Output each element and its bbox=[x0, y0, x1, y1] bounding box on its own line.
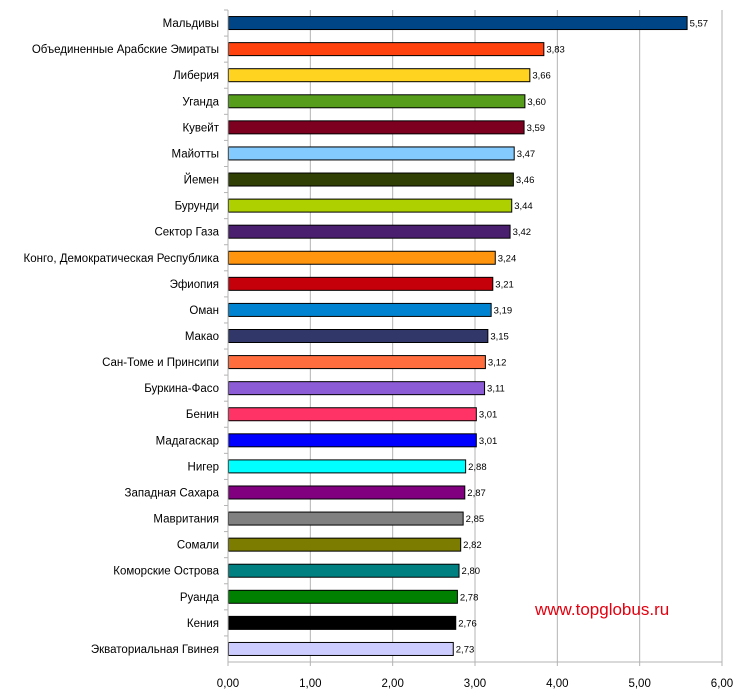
bar bbox=[228, 433, 477, 448]
bar bbox=[228, 563, 460, 578]
category-label: Бурунди bbox=[175, 201, 219, 213]
x-tick-label: 3,00 bbox=[464, 678, 486, 690]
bar bbox=[228, 224, 511, 239]
category-label: Объединенные Арабские Эмираты bbox=[32, 44, 219, 56]
x-tick-label: 5,00 bbox=[628, 678, 650, 690]
bar bbox=[228, 16, 688, 31]
bar bbox=[228, 459, 467, 474]
value-label: 3,01 bbox=[479, 436, 498, 447]
category-label: Буркина-Фасо bbox=[144, 383, 219, 395]
bar bbox=[228, 302, 492, 317]
bar bbox=[228, 407, 477, 422]
labels-group: 0,00 1,00 2,00 3,00 4,00 5,00 6,00 Мальдивы 5,57… bbox=[24, 18, 734, 690]
value-label: 3,12 bbox=[488, 358, 507, 369]
bar bbox=[228, 511, 464, 526]
value-label: 3,24 bbox=[498, 253, 517, 264]
bar bbox=[228, 329, 489, 343]
bar bbox=[228, 94, 526, 109]
axes-group bbox=[224, 9, 723, 666]
category-label: Йемен bbox=[184, 174, 219, 187]
value-label: 3,66 bbox=[532, 71, 551, 82]
x-tick-label: 0,00 bbox=[217, 678, 239, 690]
x-tick-label: 2,00 bbox=[381, 678, 403, 690]
category-label: Экваториальная Гвинея bbox=[91, 644, 219, 656]
value-label: 2,88 bbox=[468, 462, 487, 473]
value-label: 2,76 bbox=[458, 618, 477, 629]
value-label: 3,47 bbox=[517, 149, 536, 160]
category-label: Уганда bbox=[182, 96, 219, 108]
bar bbox=[228, 198, 513, 213]
x-tick-label: 4,00 bbox=[546, 678, 568, 690]
category-label: Сан-Томе и Принсипи bbox=[102, 357, 219, 369]
category-label: Оман bbox=[189, 305, 219, 317]
category-label: Мадагаскар bbox=[156, 435, 219, 447]
category-label: Кувейт bbox=[182, 122, 219, 134]
value-label: 2,80 bbox=[462, 566, 481, 577]
value-label: 2,87 bbox=[467, 488, 486, 499]
bar bbox=[228, 172, 514, 187]
bar bbox=[228, 485, 466, 500]
category-label: Сектор Газа bbox=[154, 227, 219, 239]
category-label: Конго, Демократическая Республика bbox=[24, 253, 220, 265]
value-label: 3,11 bbox=[487, 384, 505, 395]
value-label: 5,57 bbox=[690, 19, 709, 30]
category-label: Руанда bbox=[180, 592, 220, 604]
bar bbox=[228, 68, 531, 83]
value-label: 3,01 bbox=[479, 410, 498, 421]
category-label: Либерия bbox=[173, 70, 219, 82]
value-label: 3,46 bbox=[516, 175, 535, 186]
value-label: 3,44 bbox=[514, 201, 533, 212]
x-tick-label: 6,00 bbox=[711, 678, 733, 690]
category-label: Мальдивы bbox=[163, 18, 219, 30]
bar bbox=[228, 589, 458, 604]
bar bbox=[228, 42, 545, 57]
bars-group bbox=[228, 16, 688, 656]
bar bbox=[228, 120, 525, 135]
bar bbox=[228, 537, 462, 552]
value-label: 2,73 bbox=[456, 644, 475, 655]
value-label: 3,83 bbox=[546, 45, 565, 56]
bar bbox=[228, 381, 486, 396]
x-tick-label: 1,00 bbox=[299, 678, 321, 690]
bar bbox=[228, 355, 486, 370]
category-label: Макао bbox=[185, 331, 219, 343]
category-label: Майотты bbox=[172, 148, 219, 160]
bar bbox=[228, 276, 494, 291]
bar bbox=[228, 146, 515, 161]
category-label: Эфиопия bbox=[170, 279, 219, 291]
watermark-text: www.topglobus.ru bbox=[535, 600, 670, 619]
category-label: Кения bbox=[187, 618, 219, 630]
value-label: 2,82 bbox=[463, 540, 482, 551]
value-label: 2,85 bbox=[466, 514, 485, 525]
value-label: 3,42 bbox=[513, 227, 532, 238]
category-label: Мавритания bbox=[153, 514, 219, 526]
value-label: 3,21 bbox=[495, 279, 514, 290]
category-label: Сомали bbox=[177, 540, 219, 552]
value-label: 2,78 bbox=[460, 592, 479, 603]
category-label: Коморские Острова bbox=[113, 566, 219, 578]
bar bbox=[228, 641, 454, 656]
value-label: 3,59 bbox=[527, 123, 546, 134]
value-label: 3,19 bbox=[494, 305, 512, 316]
bar bbox=[228, 615, 457, 630]
category-label: Западная Сахара bbox=[125, 487, 220, 499]
bar bbox=[228, 250, 496, 265]
value-label: 3,60 bbox=[527, 97, 546, 108]
category-label: Бенин bbox=[186, 409, 219, 421]
value-label: 3,15 bbox=[490, 332, 509, 343]
category-label: Нигер bbox=[188, 461, 219, 473]
